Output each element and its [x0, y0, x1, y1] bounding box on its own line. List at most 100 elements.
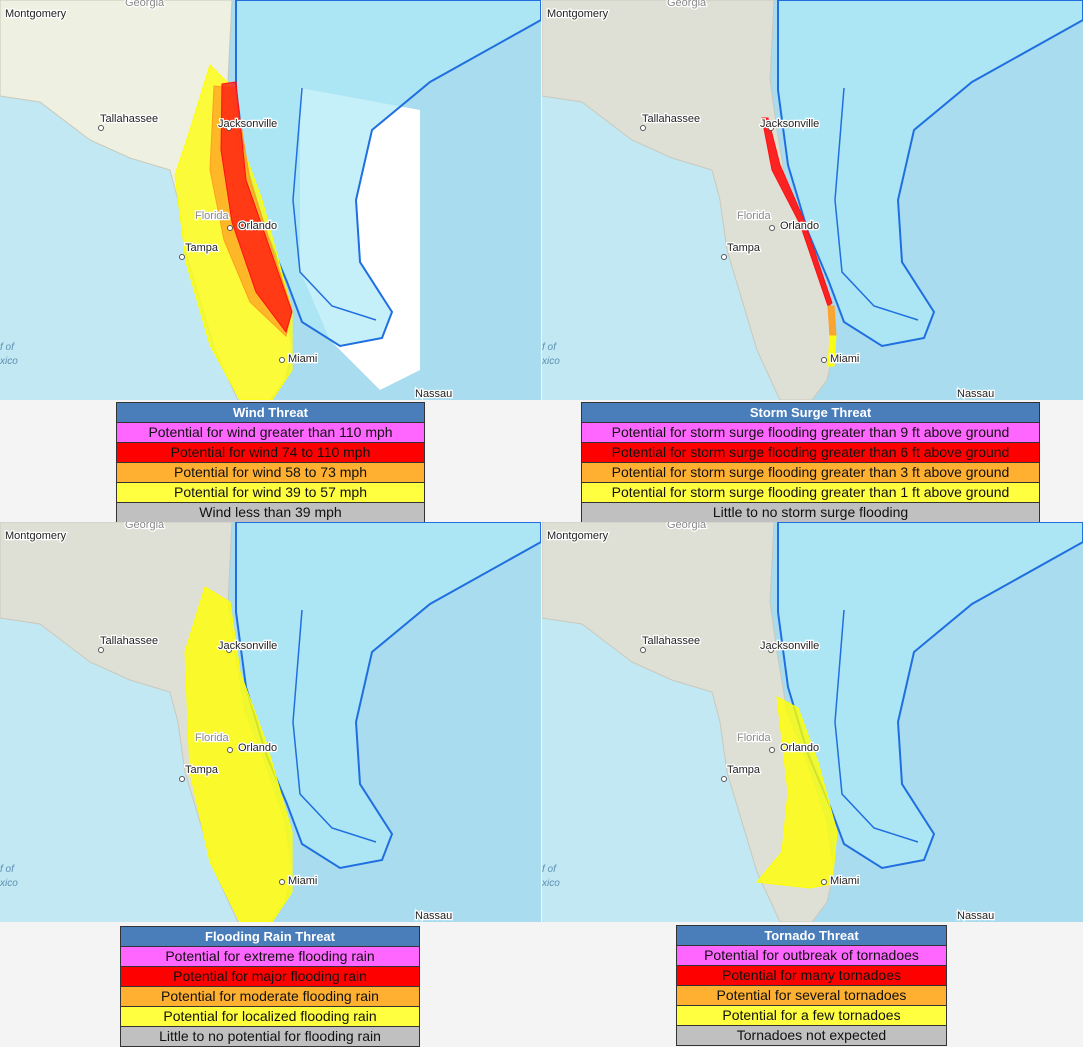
map-label: Miami: [288, 353, 317, 365]
city-marker: [179, 254, 185, 260]
map-label: Georgia: [667, 522, 707, 531]
map-label: Georgia: [125, 522, 165, 531]
map-label: Montgomery: [547, 8, 609, 20]
city-marker: [226, 125, 232, 131]
map-label: Tallahassee: [642, 113, 700, 125]
legend-item: Potential for extreme flooding rain: [120, 947, 420, 967]
map-label: f of: [0, 342, 15, 353]
shallow-water: [542, 618, 780, 922]
map-label: Orlando: [780, 220, 819, 232]
legend-title: Flooding Rain Threat: [120, 926, 420, 947]
city-marker: [821, 357, 827, 363]
legend-title: Storm Surge Threat: [581, 402, 1040, 423]
threat-map: Montgomery Georgia Tallahassee Jacksonville…: [542, 522, 1083, 922]
map-label: Orlando: [238, 220, 277, 232]
city-marker: [821, 879, 827, 885]
map-label: xico: [542, 356, 560, 367]
city-marker: [279, 357, 285, 363]
forecast-track: [292, 87, 377, 321]
map-label: Tampa: [727, 242, 761, 254]
city-marker: [98, 647, 104, 653]
threat-area: [761, 117, 833, 307]
legend: Flooding Rain Threat Potential for extrem…: [120, 926, 420, 1047]
map-label: f of: [0, 864, 15, 875]
city-marker: [226, 647, 232, 653]
map-label: Nassau: [957, 910, 994, 922]
threat-map: Montgomery Georgia Tallahassee Jacksonville…: [0, 522, 541, 922]
forecast-track: [834, 609, 919, 843]
map-label: Florida: [737, 732, 772, 744]
shallow-water: [0, 618, 238, 922]
map-label: Miami: [830, 875, 859, 887]
map-label: Jacksonville: [760, 640, 819, 652]
legend-item: Potential for many tornadoes: [676, 966, 947, 986]
map-label: Georgia: [125, 0, 165, 9]
city-marker: [227, 747, 233, 753]
map-label: Jacksonville: [760, 118, 819, 130]
map-label: Nassau: [957, 388, 994, 400]
city-marker: [640, 125, 646, 131]
map-label: Orlando: [780, 742, 819, 754]
legend-item: Potential for wind greater than 110 mph: [116, 423, 425, 443]
legend-item: Potential for a few tornadoes: [676, 1006, 947, 1026]
legend-item: Potential for storm surge flooding great…: [581, 423, 1040, 443]
map-label: Nassau: [415, 910, 452, 922]
legend: Tornado Threat Potential for outbreak of …: [676, 925, 947, 1046]
legend-item: Potential for storm surge flooding great…: [581, 443, 1040, 463]
forecast-track: [292, 609, 377, 843]
forecast-track: [834, 87, 919, 321]
legend-item: Potential for moderate flooding rain: [120, 987, 420, 1007]
map-label: xico: [542, 878, 560, 889]
map-label: Florida: [195, 732, 230, 744]
city-marker: [768, 647, 774, 653]
threat-map: Montgomery Georgia Tallahassee Jacksonville…: [0, 0, 541, 400]
map-label: Montgomery: [5, 530, 67, 542]
city-marker: [279, 879, 285, 885]
map-label: Florida: [195, 210, 230, 222]
map-label: xico: [0, 356, 18, 367]
city-marker: [721, 254, 727, 260]
legend-item: Potential for major flooding rain: [120, 967, 420, 987]
map-label: Tampa: [185, 764, 219, 776]
map-label: Miami: [288, 875, 317, 887]
map-label: Tallahassee: [642, 635, 700, 647]
legend-item: Wind less than 39 mph: [116, 503, 425, 523]
legend-item: Potential for wind 74 to 110 mph: [116, 443, 425, 463]
map-label: Orlando: [238, 742, 277, 754]
map-label: Nassau: [415, 388, 452, 400]
map-label: Tallahassee: [100, 113, 158, 125]
map-label: Miami: [830, 353, 859, 365]
legend-item: Tornadoes not expected: [676, 1026, 947, 1046]
map-label: xico: [0, 878, 18, 889]
legend-title: Tornado Threat: [676, 925, 947, 946]
shallow-water: [0, 96, 238, 400]
city-marker: [769, 225, 775, 231]
map-label: Florida: [737, 210, 772, 222]
legend: Storm Surge Threat Potential for storm su…: [581, 402, 1040, 523]
legend: Wind Threat Potential for wind greater th…: [116, 402, 425, 523]
city-marker: [768, 125, 774, 131]
land: [542, 522, 835, 922]
legend-item: Potential for outbreak of tornadoes: [676, 946, 947, 966]
city-marker: [227, 225, 233, 231]
land-shade: [542, 0, 834, 400]
legend-item: Little to no potential for flooding rain: [120, 1027, 420, 1047]
forecast-cone: [777, 0, 1083, 348]
city-marker: [769, 747, 775, 753]
threat-area: [220, 81, 293, 334]
threat-area: [827, 305, 837, 337]
map-label: Jacksonville: [218, 640, 277, 652]
legend-item: Potential for wind 58 to 73 mph: [116, 463, 425, 483]
map-label: f of: [542, 864, 557, 875]
map-label: Georgia: [667, 0, 707, 9]
map-label: Tampa: [185, 242, 219, 254]
legend-item: Potential for storm surge flooding great…: [581, 463, 1040, 483]
threat-area: [756, 696, 838, 889]
threat-map: Montgomery Georgia Tallahassee Jacksonville…: [542, 0, 1083, 400]
legend-item: Potential for localized flooding rain: [120, 1007, 420, 1027]
city-marker: [640, 647, 646, 653]
threat-area: [827, 335, 837, 367]
legend-item: Potential for wind 39 to 57 mph: [116, 483, 425, 503]
map-label: Tampa: [727, 764, 761, 776]
